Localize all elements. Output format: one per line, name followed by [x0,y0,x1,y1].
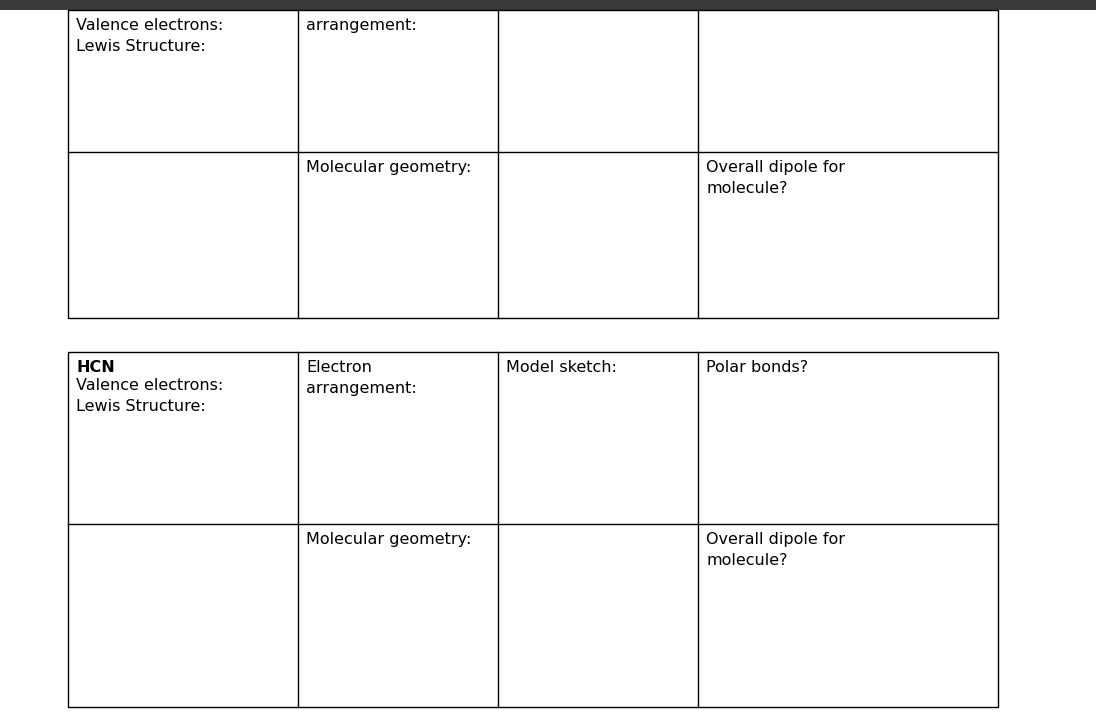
Text: arrangement:: arrangement: [306,18,416,33]
Text: Molecular geometry:: Molecular geometry: [306,160,471,175]
Text: Polar bonds?: Polar bonds? [706,360,808,375]
Text: HCN: HCN [76,360,115,375]
Bar [68,10,998,318]
Text: Valence electrons:
Lewis Structure:: Valence electrons: Lewis Structure: [76,18,224,54]
Bar [0,0,1096,10]
Text: Molecular geometry:: Molecular geometry: [306,532,471,547]
Text: Electron
arrangement:: Electron arrangement: [306,360,416,396]
Text: Model sketch:: Model sketch: [506,360,617,375]
Text: Overall dipole for
molecule?: Overall dipole for molecule? [706,532,845,568]
Bar [68,352,998,707]
Text: Overall dipole for
molecule?: Overall dipole for molecule? [706,160,845,196]
Text: Valence electrons:
Lewis Structure:: Valence electrons: Lewis Structure: [76,378,224,414]
